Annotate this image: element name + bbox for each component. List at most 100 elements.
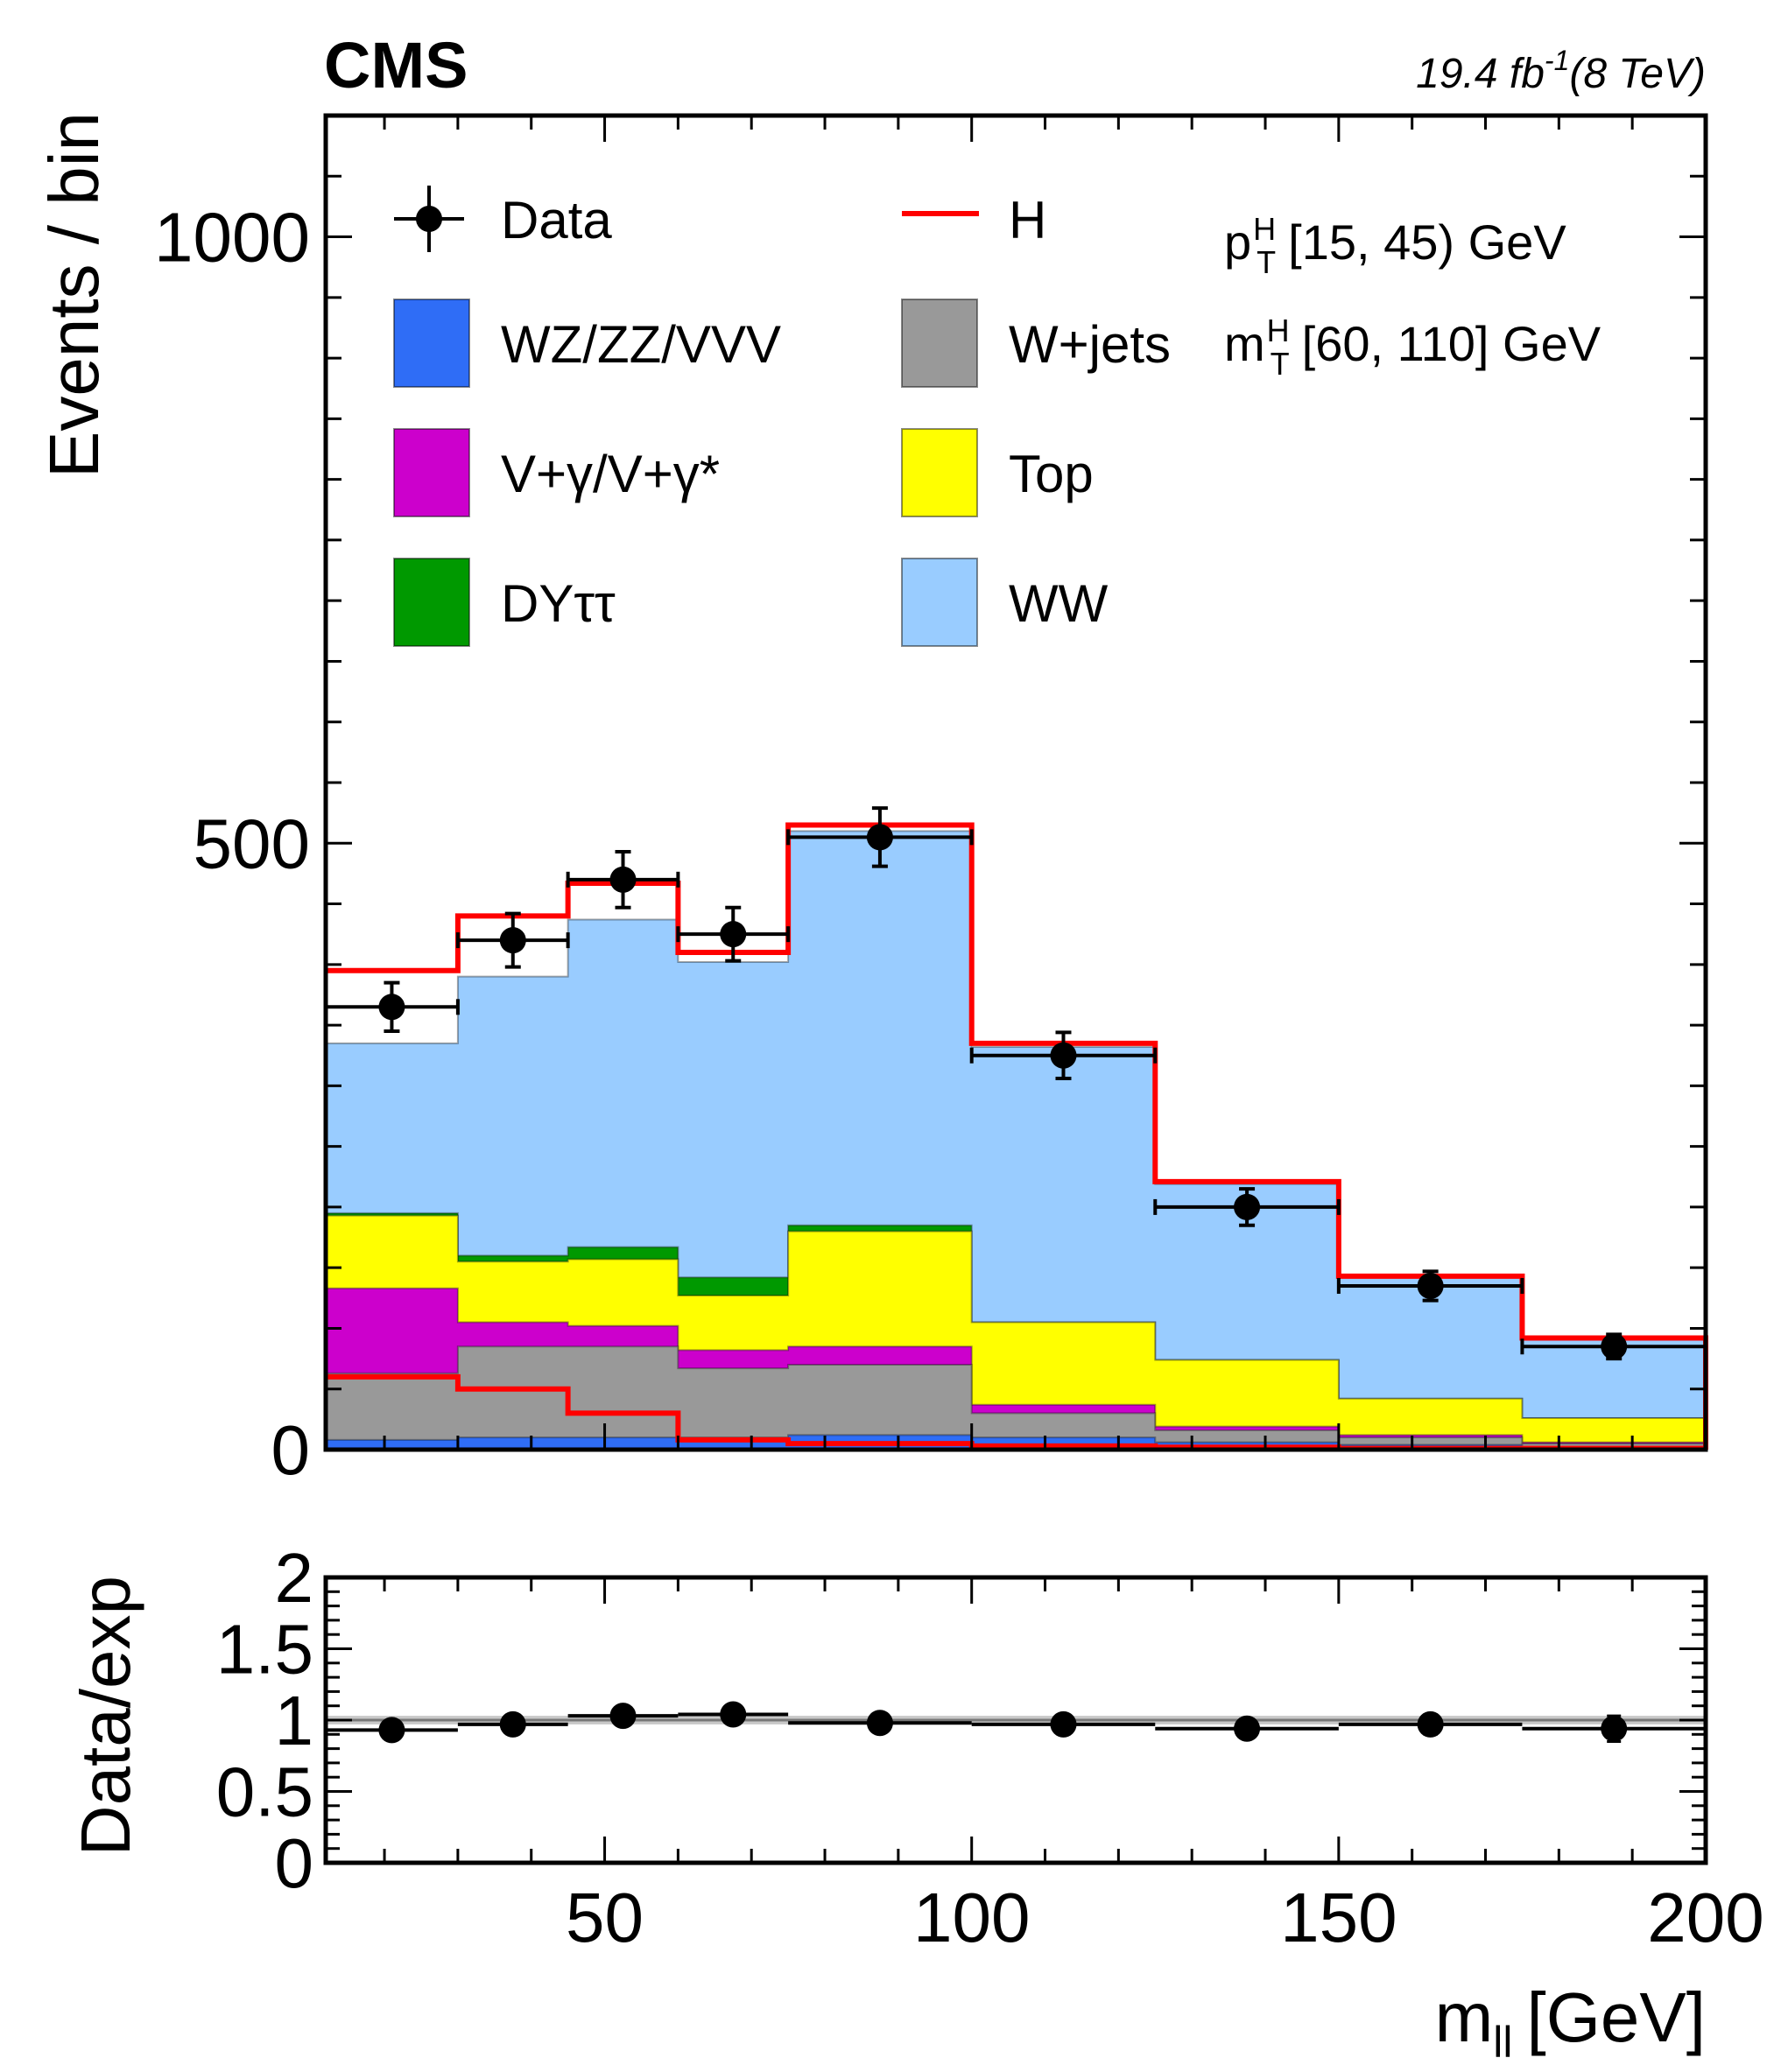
- x-tick-label: 100: [913, 1879, 1030, 1956]
- legend-entry: W+jets: [901, 299, 1171, 388]
- stack-edge: [326, 1212, 1706, 1419]
- legend-label: DYττ: [501, 574, 616, 633]
- lumi-exponent: -1: [1545, 45, 1569, 76]
- x-axis-label: mll [GeV]: [1435, 1978, 1706, 2067]
- legend-label: W+jets: [1009, 315, 1171, 374]
- data-marker: [720, 921, 747, 948]
- y-tick-label: 500: [194, 804, 310, 882]
- ratio-point: [971, 1710, 1156, 1738]
- ratio-marker: [609, 1703, 637, 1730]
- data-point: [676, 905, 791, 963]
- signal-stacked: [326, 822, 1708, 1450]
- ratio-marker: [1234, 1715, 1261, 1742]
- data-point: [1520, 1332, 1707, 1361]
- ratio-marker: [1050, 1710, 1077, 1738]
- ratio-marker: [499, 1710, 526, 1738]
- stack-w-jets: [326, 1346, 1706, 1448]
- ratio-y-tick-label: 1: [275, 1682, 314, 1759]
- xlabel-sub: ll: [1493, 2018, 1512, 2067]
- data-point: [1336, 1269, 1524, 1303]
- ratio-marker: [866, 1710, 893, 1737]
- experiment-label: CMS: [324, 29, 468, 102]
- ratio-marker: [1417, 1710, 1444, 1738]
- annot-symbol: m: [1224, 316, 1265, 371]
- luminosity-label: 19.4 fb-1(8 TeV): [1416, 45, 1706, 97]
- legend-swatch: [901, 428, 978, 517]
- ratio-point: [788, 1710, 972, 1737]
- data-marker: [499, 927, 526, 954]
- stack-edge: [326, 1287, 1706, 1443]
- legend-entry: Top: [901, 428, 1094, 517]
- ratio-points: [326, 1701, 1706, 1744]
- ratio-y-tick-label: 0.5: [216, 1753, 313, 1831]
- legend-swatch: [901, 299, 978, 388]
- x-tick-label: 200: [1647, 1879, 1763, 1956]
- data-point: [969, 1030, 1158, 1081]
- ratio-point: [1155, 1715, 1339, 1742]
- legend-entry: WW: [901, 558, 1109, 647]
- data-marker: [866, 824, 893, 851]
- y-axis-label-main: Events / bin: [35, 112, 113, 478]
- x-tick-label: 50: [566, 1879, 644, 1956]
- ratio-point: [1522, 1714, 1706, 1743]
- stack-edge: [326, 1214, 1706, 1419]
- lumi-text-b: (8 TeV): [1569, 51, 1706, 97]
- data-marker: [609, 866, 637, 893]
- main-axes: 0 500 1000: [154, 113, 1708, 1489]
- stack-fills: [326, 830, 1706, 1450]
- x-tick-label: 150: [1280, 1879, 1397, 1956]
- ratio-point: [567, 1703, 679, 1730]
- legend-entry: WZ/ZZ/VVV: [393, 299, 781, 388]
- annot-super: H: [1267, 313, 1290, 348]
- mt-selection: mH T [60, 110] GeV: [1224, 313, 1601, 382]
- xlabel-symbol: m: [1435, 1978, 1494, 2056]
- data-points: [324, 806, 1707, 1361]
- data-point: [324, 980, 460, 1034]
- annot-super: H: [1253, 211, 1276, 247]
- data-marker: [1601, 1333, 1628, 1360]
- data-point: [786, 806, 974, 868]
- legend-swatch: [901, 558, 978, 647]
- legend-label: WW: [1009, 574, 1109, 633]
- legend-entry: DYττ: [393, 558, 616, 647]
- ratio-marker: [378, 1717, 405, 1744]
- data-point: [455, 911, 570, 969]
- data-marker: [378, 994, 405, 1021]
- y-tick-label: 0: [271, 1411, 311, 1489]
- legend-entry: V+γ/V+γ*: [393, 428, 720, 517]
- stack-edge: [326, 1345, 1706, 1445]
- ratio-axes: 00.511.52 50 100 150 200: [216, 1539, 1764, 1956]
- legend-swatch: [393, 558, 470, 647]
- lumi-text-a: 19.4 fb: [1416, 51, 1545, 97]
- ratio-y-tick-label: 2: [275, 1539, 314, 1617]
- annot-sub: T: [1257, 244, 1276, 280]
- data-marker: [1417, 1272, 1444, 1299]
- data-point: [566, 849, 680, 910]
- ratio-marker: [720, 1701, 747, 1728]
- stack-top: [326, 1215, 1706, 1443]
- ratio-band: [326, 1716, 1706, 1724]
- ratio-y-tick-label: 1.5: [216, 1611, 313, 1689]
- legend-label: V+γ/V+γ*: [501, 445, 720, 503]
- stack-v-v-: [326, 1288, 1706, 1444]
- ratio-y-tick-label: 0: [275, 1824, 314, 1902]
- ratio-point: [457, 1710, 568, 1738]
- legend-label: Top: [1009, 445, 1094, 503]
- annot-sub: T: [1271, 346, 1290, 382]
- legend-swatch: [393, 428, 470, 517]
- legend-entry: H: [902, 191, 1046, 249]
- data-marker: [1234, 1193, 1261, 1220]
- data-marker: [1050, 1042, 1077, 1069]
- ratio-point: [678, 1701, 789, 1728]
- legend-swatch: [393, 299, 470, 388]
- legend-label: H: [1009, 191, 1046, 249]
- legend-entry: Data: [394, 186, 612, 252]
- y-axis-label-ratio: Data/exp: [67, 1576, 144, 1856]
- annot-range: [15, 45) GeV: [1288, 214, 1566, 270]
- ratio-point: [1338, 1710, 1523, 1738]
- data-point: [1153, 1187, 1341, 1227]
- pt-selection: pH T [15, 45) GeV: [1224, 211, 1566, 280]
